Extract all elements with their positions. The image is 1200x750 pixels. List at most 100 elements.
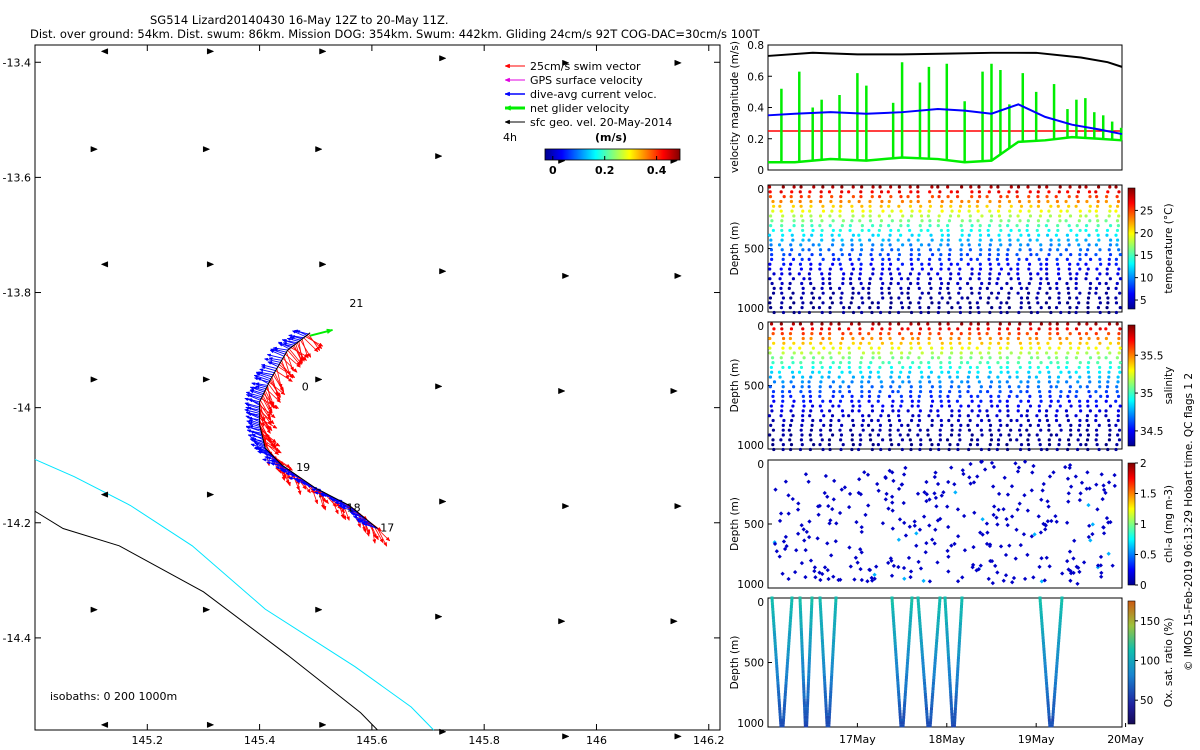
profile-marker bbox=[1076, 380, 1080, 384]
oxygen-marker bbox=[802, 695, 806, 699]
profile-marker bbox=[781, 428, 785, 432]
profile-marker bbox=[831, 262, 835, 266]
oxygen-marker bbox=[894, 656, 898, 660]
dac-vector-head bbox=[245, 411, 250, 415]
oxygen-marker bbox=[833, 613, 837, 617]
profile-marker bbox=[927, 243, 931, 247]
profile-marker bbox=[851, 423, 856, 427]
oxygen-marker bbox=[1060, 596, 1064, 600]
profile-marker bbox=[1058, 423, 1062, 427]
profile-marker bbox=[1019, 423, 1023, 427]
oxygen-marker bbox=[905, 661, 909, 665]
profile-marker bbox=[1037, 380, 1041, 384]
oxygen-marker bbox=[775, 664, 779, 668]
profile-marker bbox=[897, 322, 901, 326]
profile-marker bbox=[827, 370, 831, 374]
profile-marker bbox=[1039, 447, 1043, 452]
oxygen-marker bbox=[1054, 678, 1058, 682]
chl-marker bbox=[812, 565, 817, 570]
oxygen-marker bbox=[931, 692, 935, 696]
profile-marker bbox=[788, 423, 793, 427]
oxygen-marker bbox=[832, 627, 836, 631]
profile-marker bbox=[779, 356, 783, 360]
oxygen-marker bbox=[821, 658, 825, 662]
oxygen-marker bbox=[937, 605, 941, 609]
oxygen-marker bbox=[800, 647, 804, 651]
chl-marker bbox=[891, 478, 896, 484]
oxygen-marker bbox=[947, 661, 951, 665]
profile-marker bbox=[1115, 281, 1119, 286]
profile-marker bbox=[959, 248, 963, 252]
chl-marker bbox=[792, 570, 798, 575]
profile-marker bbox=[1084, 277, 1088, 281]
profile-marker bbox=[1038, 370, 1042, 374]
profile-marker bbox=[851, 310, 856, 315]
profile-marker bbox=[999, 310, 1003, 315]
oxygen-marker bbox=[1052, 707, 1056, 711]
oxygen-marker bbox=[778, 710, 782, 714]
profile-marker bbox=[859, 370, 863, 374]
oxygen-marker bbox=[798, 599, 802, 603]
profile-marker bbox=[1019, 399, 1023, 403]
oxygen-marker bbox=[778, 707, 782, 711]
profile-marker bbox=[1065, 281, 1069, 286]
profile-marker bbox=[917, 356, 921, 360]
oxygen-marker bbox=[934, 653, 938, 657]
profile-marker bbox=[1094, 291, 1098, 295]
oxygen-marker bbox=[1056, 650, 1060, 654]
profile-marker bbox=[927, 361, 931, 365]
legend-sfc-arrow-head bbox=[504, 119, 510, 125]
profile-marker bbox=[838, 346, 843, 350]
profile-marker bbox=[841, 310, 846, 315]
profile-marker bbox=[780, 248, 784, 252]
profile-marker bbox=[957, 336, 961, 341]
chl-marker bbox=[865, 579, 870, 584]
dac-vector-head bbox=[268, 357, 273, 361]
profile-marker bbox=[1028, 272, 1033, 276]
swim-vector-head bbox=[302, 485, 307, 490]
profile-marker bbox=[900, 423, 904, 427]
oxygen-marker bbox=[820, 636, 824, 640]
oxygen-marker bbox=[897, 692, 901, 696]
chl-marker bbox=[1009, 484, 1015, 489]
profile-marker bbox=[820, 322, 824, 326]
oxygen-marker bbox=[785, 667, 789, 671]
oxygen-marker bbox=[1046, 704, 1050, 708]
profile-marker bbox=[1096, 185, 1101, 189]
profile-marker bbox=[959, 185, 964, 189]
chl-marker bbox=[831, 497, 836, 502]
profile-marker bbox=[927, 380, 932, 384]
oxygen-marker bbox=[821, 647, 825, 651]
oxygen-marker bbox=[798, 607, 802, 611]
profile-marker bbox=[990, 404, 994, 408]
dac-vector-head bbox=[349, 511, 354, 515]
profile-marker bbox=[1065, 257, 1069, 261]
chl-marker bbox=[897, 517, 903, 522]
oxygen-marker bbox=[948, 681, 952, 685]
profile-marker bbox=[779, 414, 783, 418]
profile-marker bbox=[1104, 199, 1108, 204]
oxygen-marker bbox=[905, 667, 909, 671]
profile-marker bbox=[947, 399, 951, 403]
profile-marker bbox=[818, 262, 822, 266]
profile-marker bbox=[998, 380, 1002, 384]
profile-marker bbox=[1066, 190, 1070, 194]
profile-marker bbox=[1027, 233, 1031, 237]
chl-marker bbox=[1078, 491, 1083, 496]
oxygen-marker bbox=[907, 644, 911, 648]
oxygen-marker bbox=[924, 695, 928, 699]
profile-marker bbox=[917, 394, 921, 398]
profile-marker bbox=[958, 267, 962, 271]
profile-marker bbox=[948, 389, 952, 394]
oxygen-marker bbox=[809, 613, 813, 617]
profile-marker bbox=[821, 277, 825, 281]
profile-marker bbox=[840, 394, 845, 398]
profile-marker bbox=[780, 404, 784, 408]
swim-vector-head bbox=[268, 400, 273, 406]
profile-marker bbox=[896, 267, 900, 271]
profile-marker bbox=[1074, 327, 1079, 331]
chl-marker bbox=[1066, 499, 1071, 504]
swim-vector-head bbox=[267, 420, 272, 426]
profile-marker bbox=[831, 404, 835, 408]
profile-marker bbox=[817, 306, 822, 310]
